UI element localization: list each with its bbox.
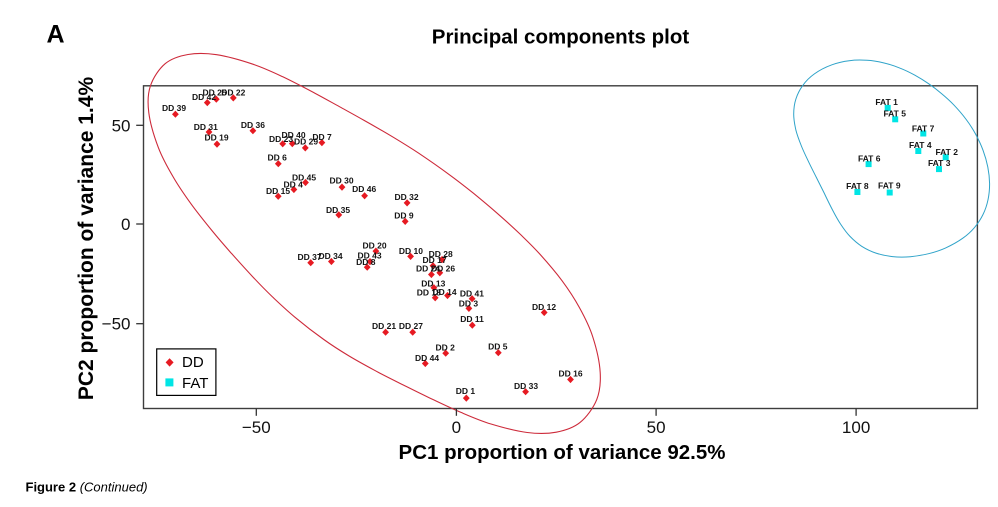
svg-text:100: 100 [842, 418, 870, 437]
svg-text:DD 33: DD 33 [514, 381, 538, 391]
svg-text:FAT 4: FAT 4 [909, 140, 932, 150]
svg-text:DD 41: DD 41 [460, 289, 484, 299]
svg-text:FAT 7: FAT 7 [912, 123, 935, 133]
svg-text:DD 45: DD 45 [292, 173, 316, 183]
svg-text:DD 1: DD 1 [456, 386, 476, 396]
svg-text:DD 8: DD 8 [356, 257, 376, 267]
svg-text:DD 39: DD 39 [162, 103, 186, 113]
svg-text:FAT 9: FAT 9 [878, 181, 901, 191]
svg-text:Figure 2 (Continued): Figure 2 (Continued) [26, 480, 148, 495]
svg-text:DD 3: DD 3 [459, 299, 479, 309]
svg-text:DD 10: DD 10 [399, 246, 423, 256]
svg-text:DD 20: DD 20 [362, 241, 386, 251]
svg-text:DD 7: DD 7 [312, 132, 332, 142]
svg-text:DD 19: DD 19 [204, 133, 228, 143]
svg-text:DD 29: DD 29 [294, 137, 318, 147]
svg-text:DD 5: DD 5 [488, 342, 508, 352]
svg-text:FAT: FAT [182, 375, 208, 392]
svg-text:DD 12: DD 12 [532, 302, 556, 312]
svg-text:DD 46: DD 46 [352, 184, 376, 194]
svg-text:FAT 3: FAT 3 [928, 158, 951, 168]
svg-text:DD 31: DD 31 [194, 122, 218, 132]
svg-text:DD 42: DD 42 [192, 92, 216, 102]
svg-text:DD 15: DD 15 [266, 186, 290, 196]
svg-text:FAT 1: FAT 1 [875, 97, 898, 107]
svg-text:A: A [47, 21, 65, 49]
svg-text:FAT 5: FAT 5 [883, 108, 906, 118]
svg-text:DD 36: DD 36 [241, 120, 265, 130]
svg-text:DD 30: DD 30 [329, 175, 353, 185]
svg-text:DD 14: DD 14 [433, 287, 457, 297]
svg-text:FAT 6: FAT 6 [858, 154, 881, 164]
svg-text:−50: −50 [102, 315, 131, 334]
svg-text:DD 24: DD 24 [416, 264, 440, 274]
svg-text:DD 16: DD 16 [559, 368, 583, 378]
svg-text:DD 9: DD 9 [394, 210, 414, 220]
svg-text:DD 18: DD 18 [417, 288, 441, 298]
svg-text:FAT 8: FAT 8 [846, 181, 869, 191]
svg-text:DD 27: DD 27 [399, 321, 423, 331]
svg-text:DD 2: DD 2 [436, 342, 456, 352]
svg-text:DD 22: DD 22 [221, 88, 245, 98]
svg-text:Principal components plot: Principal components plot [432, 26, 690, 49]
svg-text:DD 4: DD 4 [284, 179, 304, 189]
svg-text:DD 44: DD 44 [415, 353, 439, 363]
svg-text:0: 0 [452, 418, 461, 437]
svg-text:DD 23: DD 23 [269, 134, 293, 144]
svg-text:DD 35: DD 35 [326, 205, 350, 215]
svg-text:50: 50 [647, 418, 666, 437]
svg-text:50: 50 [112, 116, 131, 135]
svg-text:DD 17: DD 17 [423, 255, 447, 265]
svg-text:0: 0 [121, 215, 130, 234]
svg-text:DD 6: DD 6 [268, 152, 288, 162]
svg-text:DD 40: DD 40 [281, 130, 305, 140]
svg-text:−50: −50 [242, 418, 271, 437]
svg-text:DD 13: DD 13 [421, 279, 445, 289]
svg-text:DD 11: DD 11 [460, 314, 484, 324]
svg-text:FAT 2: FAT 2 [935, 147, 958, 157]
svg-text:DD 26: DD 26 [431, 264, 455, 274]
svg-text:PC2 proportion of variance 1.4: PC2 proportion of variance 1.4% [75, 77, 98, 401]
svg-text:PC1 proportion of variance 92.: PC1 proportion of variance 92.5% [399, 441, 726, 464]
svg-text:DD 25: DD 25 [202, 88, 226, 98]
svg-text:DD 28: DD 28 [429, 249, 453, 259]
svg-text:DD: DD [182, 354, 204, 371]
svg-text:DD 32: DD 32 [394, 192, 418, 202]
svg-text:DD 34: DD 34 [318, 251, 342, 261]
svg-text:DD 43: DD 43 [358, 251, 382, 261]
svg-text:DD 37: DD 37 [297, 252, 321, 262]
svg-text:DD 21: DD 21 [372, 321, 396, 331]
